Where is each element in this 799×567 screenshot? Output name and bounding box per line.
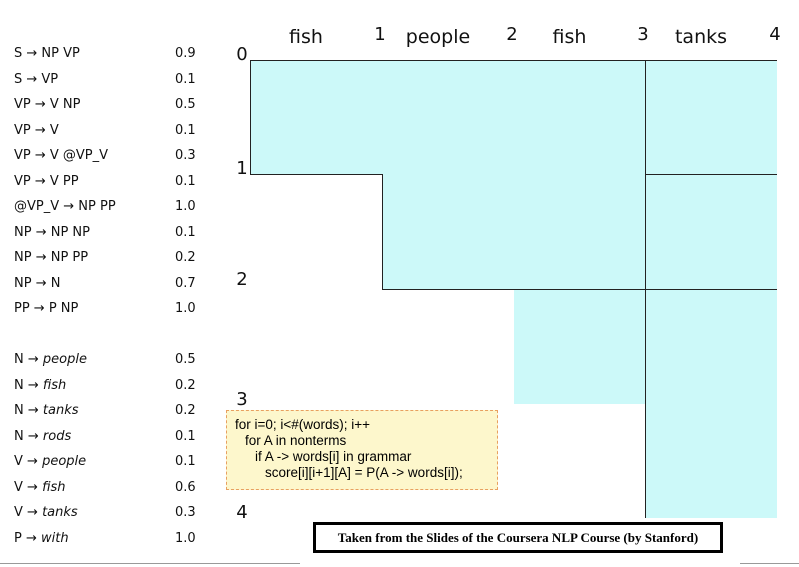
grid-line: [645, 60, 646, 518]
caption: Taken from the Slides of the Coursera NL…: [313, 522, 723, 553]
grid-line: [250, 60, 777, 61]
word: people: [42, 352, 87, 367]
rule: S → VP: [14, 71, 59, 87]
lhs: P →: [14, 530, 37, 546]
lexical-rule: V → tanks: [14, 505, 78, 520]
word: people: [42, 454, 87, 469]
word: tanks: [42, 403, 79, 418]
grid-line: [250, 174, 382, 175]
word: tanks: [42, 505, 78, 520]
lexical-rule: N → rods: [14, 429, 71, 444]
rule: VP → V: [14, 122, 59, 138]
lhs: N →: [14, 377, 39, 393]
probability: 0.3: [175, 148, 196, 163]
row-index: 0: [236, 44, 248, 65]
grid-line: [645, 174, 777, 175]
lhs: N →: [14, 428, 39, 444]
row-index: 3: [236, 389, 248, 410]
grid-line: [382, 174, 383, 289]
lexical-rule: N → tanks: [14, 403, 79, 418]
word: tanks: [674, 26, 728, 48]
probability: 0.7: [175, 275, 196, 291]
lhs: V →: [14, 454, 38, 469]
lhs: N →: [14, 352, 39, 367]
probability: 0.1: [175, 173, 196, 189]
probability: 0.2: [175, 377, 196, 393]
code-box: for i=0; i<#(words); i++ for A in nonterm…: [226, 410, 498, 490]
rule: @VP_V → NP PP: [14, 199, 116, 214]
code-line: for A in nonterms: [245, 433, 347, 448]
column-index: 3: [637, 24, 649, 45]
code-line: score[i][i+1][A] = P(A -> words[i]);: [265, 465, 463, 480]
row-index: 4: [236, 502, 248, 523]
probability: 0.1: [175, 224, 196, 240]
probability: 0.1: [175, 428, 196, 444]
column-index: 1: [374, 24, 386, 45]
lhs: V →: [14, 505, 38, 520]
rule: NP → NP PP: [14, 250, 89, 265]
row-index: 2: [236, 269, 248, 290]
lhs: N →: [14, 403, 39, 418]
probability: 0.9: [175, 46, 196, 61]
probability: 0.2: [175, 403, 196, 418]
rule: PP → P NP: [14, 301, 79, 316]
lexical-rule: V → fish: [14, 480, 65, 495]
probability: 0.6: [175, 479, 196, 495]
chart-cell: [382, 174, 777, 289]
word: fish: [552, 26, 587, 48]
probability: 1.0: [175, 199, 196, 214]
probability: 0.1: [175, 71, 196, 87]
word: people: [405, 26, 471, 48]
rule: VP → V @VP_V: [14, 148, 109, 163]
word: rods: [42, 428, 72, 444]
probability: 0.1: [175, 122, 196, 138]
probability: 0.1: [175, 454, 196, 469]
rule: NP → N: [14, 275, 61, 291]
lexical-rule: P → with: [14, 531, 69, 546]
lexical-rule: N → fish: [14, 378, 66, 393]
word: fish: [42, 377, 67, 393]
column-index: 4: [769, 24, 781, 45]
rule: NP → NP NP: [14, 224, 90, 240]
rule-line: [0, 563, 300, 564]
lhs: V →: [14, 479, 38, 495]
grid-line: [250, 60, 251, 174]
column-index: 2: [506, 24, 518, 45]
word: fish: [42, 479, 66, 495]
probability: 0.2: [175, 250, 196, 265]
chart-cell: [250, 60, 777, 174]
probability: 0.5: [175, 352, 196, 367]
rule: VP → V PP: [14, 173, 79, 189]
code-line: for i=0; i<#(words); i++: [235, 417, 371, 432]
rule: S → NP VP: [14, 46, 80, 61]
probability: 0.5: [175, 97, 196, 112]
probability: 1.0: [175, 301, 196, 316]
rule: VP → V NP: [14, 97, 81, 112]
word: fish: [289, 26, 323, 48]
probability: 0.3: [175, 505, 196, 520]
lexical-rule: N → people: [14, 352, 87, 367]
lexical-rule: V → people: [14, 454, 86, 469]
row-index: 1: [236, 158, 248, 179]
word: with: [41, 530, 69, 546]
probability: 1.0: [175, 530, 196, 546]
grid-line: [382, 289, 777, 290]
code-line: if A -> words[i] in grammar: [255, 449, 412, 464]
rule-line: [740, 563, 799, 564]
chart-cell: [645, 404, 777, 518]
